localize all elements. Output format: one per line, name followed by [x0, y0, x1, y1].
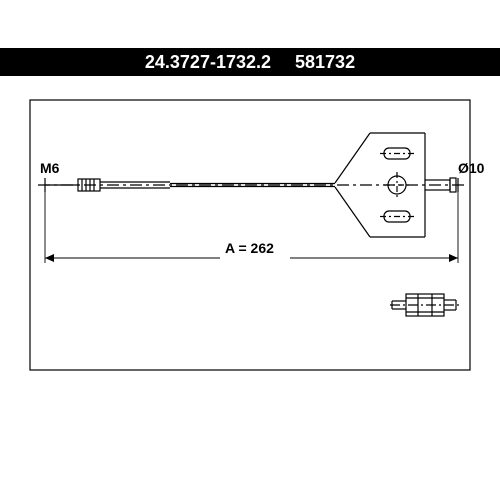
- flare-top: [335, 133, 370, 183]
- aux-view: [390, 294, 462, 316]
- technical-drawing: [0, 0, 500, 500]
- frame: [30, 100, 470, 370]
- arrow-right: [449, 254, 458, 262]
- arrow-left: [45, 254, 54, 262]
- flare-bot: [335, 187, 370, 237]
